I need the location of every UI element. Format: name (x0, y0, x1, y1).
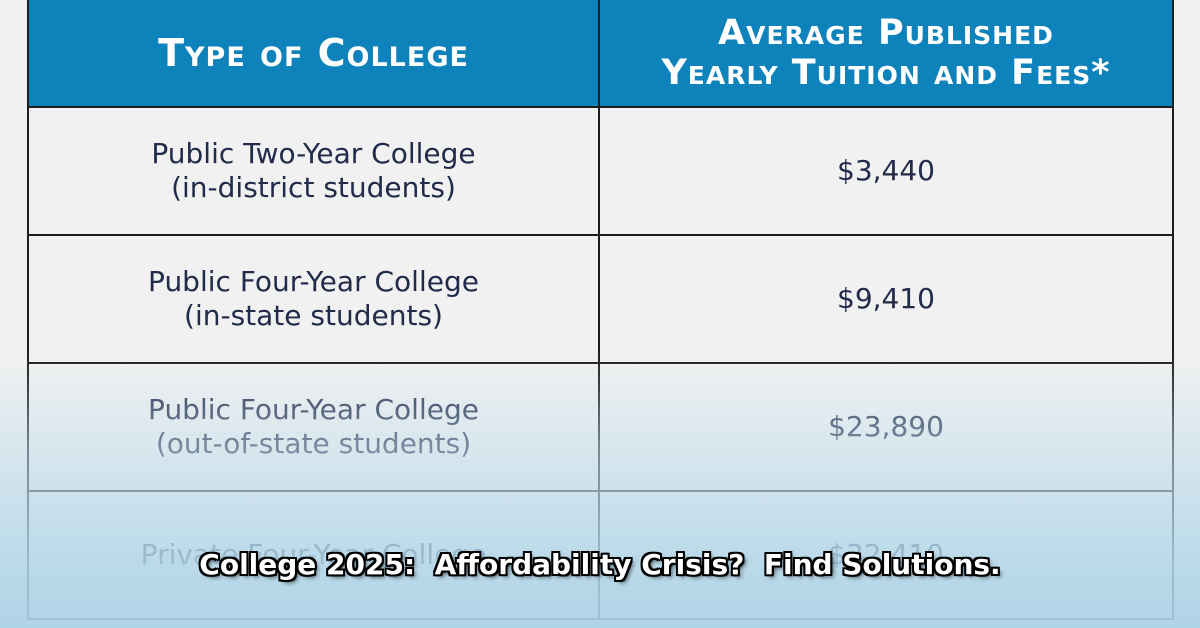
table-row: Public Two-Year College (in-district stu… (27, 106, 1174, 236)
header-type-label: Type of College (158, 31, 469, 75)
table-row: Public Four-Year College (out-of-state s… (27, 362, 1174, 492)
header-type-of-college: Type of College (27, 0, 600, 108)
header-average-tuition: Average Published Yearly Tuition and Fee… (598, 0, 1174, 108)
header-avg-line1: Average Published (718, 13, 1054, 53)
college-type-line1: Public Four-Year College (148, 265, 479, 298)
table-row: Public Four-Year College (in-state stude… (27, 234, 1174, 364)
table-header-row: Type of College Average Published Yearly… (27, 0, 1174, 108)
college-type-line1: Public Four-Year College (148, 393, 479, 426)
college-type-line2: (in-state students) (184, 299, 443, 332)
cell-college-type: Public Two-Year College (in-district stu… (27, 106, 600, 236)
tuition-table: Type of College Average Published Yearly… (27, 0, 1174, 620)
college-type-line1: Public Two-Year College (151, 137, 476, 170)
cell-tuition-cost: $9,410 (598, 234, 1174, 364)
cell-college-type: Public Four-Year College (in-state stude… (27, 234, 600, 364)
header-avg-line2: Yearly Tuition and Fees* (661, 53, 1111, 93)
caption-banner: College 2025: Affordability Crisis? Find… (199, 548, 1001, 581)
college-type-line2: (in-district students) (171, 171, 456, 204)
college-type-line2: (out-of-state students) (155, 427, 472, 460)
cell-tuition-cost: $3,440 (598, 106, 1174, 236)
cell-college-type: Public Four-Year College (out-of-state s… (27, 362, 600, 492)
cell-tuition-cost: $23,890 (598, 362, 1174, 492)
